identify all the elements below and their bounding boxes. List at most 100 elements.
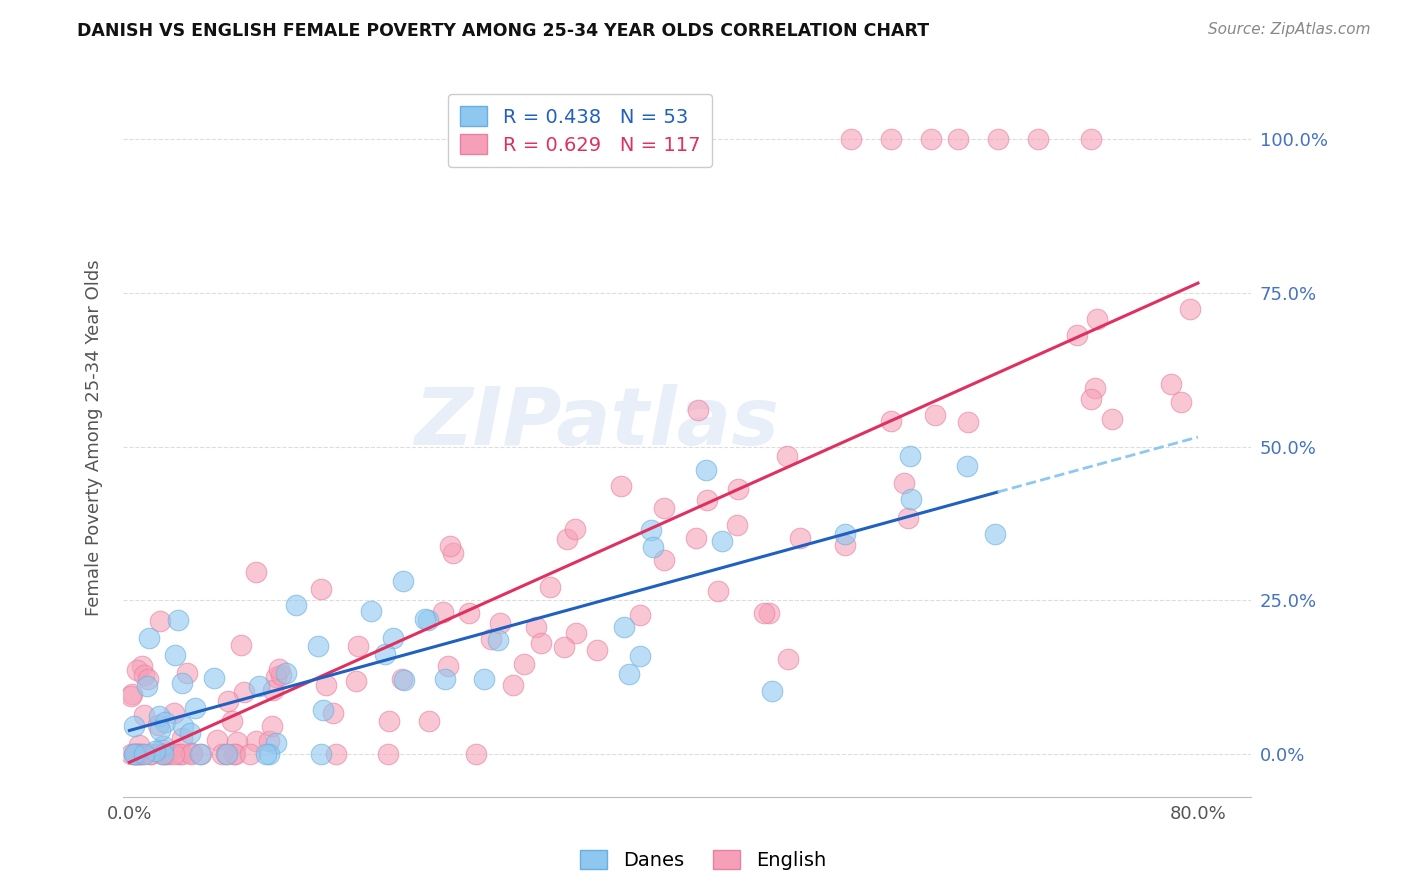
Point — [553, 640, 575, 655]
Point — [172, 731, 194, 745]
Point — [538, 581, 561, 595]
Point — [834, 527, 856, 541]
Point — [437, 659, 460, 673]
Point — [184, 701, 207, 715]
Point — [392, 574, 415, 588]
Point — [307, 639, 329, 653]
Point — [259, 734, 281, 748]
Point — [245, 733, 267, 747]
Point — [122, 747, 145, 761]
Point — [377, 714, 399, 728]
Point — [153, 747, 176, 761]
Point — [309, 747, 332, 761]
Point — [761, 683, 783, 698]
Point — [150, 747, 173, 761]
Point — [394, 673, 416, 688]
Point — [374, 647, 396, 661]
Point — [143, 743, 166, 757]
Point — [149, 614, 172, 628]
Point — [789, 531, 811, 545]
Point — [610, 479, 633, 493]
Point — [1080, 392, 1102, 407]
Point — [122, 719, 145, 733]
Point — [1085, 311, 1108, 326]
Point — [131, 659, 153, 673]
Text: ZIPatlas: ZIPatlas — [415, 384, 779, 462]
Point — [360, 604, 382, 618]
Point — [432, 605, 454, 619]
Point — [880, 415, 903, 429]
Point — [727, 482, 749, 496]
Point — [530, 636, 553, 650]
Point — [139, 747, 162, 761]
Point — [513, 657, 536, 671]
Point — [457, 606, 479, 620]
Legend: Danes, English: Danes, English — [572, 842, 834, 878]
Point — [1026, 132, 1049, 146]
Point — [163, 648, 186, 663]
Point — [163, 706, 186, 720]
Text: Source: ZipAtlas.com: Source: ZipAtlas.com — [1208, 22, 1371, 37]
Point — [391, 673, 413, 687]
Point — [224, 747, 246, 761]
Point — [136, 679, 159, 693]
Point — [285, 598, 308, 612]
Point — [946, 132, 969, 146]
Point — [148, 708, 170, 723]
Point — [238, 747, 260, 761]
Point — [652, 501, 675, 516]
Point — [225, 735, 247, 749]
Point — [132, 747, 155, 761]
Point — [685, 531, 707, 545]
Point — [441, 546, 464, 560]
Point — [322, 706, 344, 720]
Point — [1180, 302, 1202, 317]
Point — [148, 717, 170, 731]
Point — [586, 643, 609, 657]
Point — [893, 476, 915, 491]
Point — [266, 735, 288, 749]
Point — [987, 132, 1010, 146]
Point — [224, 747, 246, 761]
Point — [260, 719, 283, 733]
Point — [120, 689, 142, 703]
Point — [752, 607, 775, 621]
Point — [377, 747, 399, 761]
Point — [418, 714, 440, 729]
Point — [344, 673, 367, 688]
Point — [325, 747, 347, 761]
Point — [149, 723, 172, 737]
Point — [180, 747, 202, 761]
Point — [254, 747, 277, 761]
Point — [465, 747, 488, 761]
Point — [120, 747, 142, 761]
Point — [139, 747, 162, 761]
Point — [312, 703, 335, 717]
Point — [122, 747, 145, 761]
Point — [688, 403, 710, 417]
Point — [121, 687, 143, 701]
Point — [163, 747, 186, 761]
Point — [167, 747, 190, 761]
Point — [880, 132, 903, 146]
Point — [564, 626, 586, 640]
Point — [641, 540, 664, 554]
Point — [897, 511, 920, 525]
Point — [502, 678, 524, 692]
Point — [924, 408, 946, 422]
Point — [134, 668, 156, 682]
Point — [900, 491, 922, 506]
Point — [488, 616, 510, 631]
Point — [415, 612, 437, 626]
Point — [188, 747, 211, 761]
Point — [179, 726, 201, 740]
Point — [269, 662, 291, 676]
Point — [1170, 395, 1192, 409]
Point — [211, 747, 233, 761]
Point — [155, 747, 177, 761]
Point — [652, 553, 675, 567]
Point — [778, 652, 800, 666]
Point — [217, 694, 239, 708]
Point — [381, 631, 404, 645]
Point — [221, 714, 243, 728]
